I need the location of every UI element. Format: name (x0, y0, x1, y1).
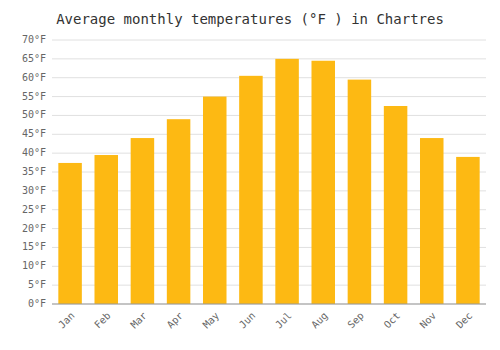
grid-line (52, 115, 486, 116)
y-tick-label: 60°F (22, 72, 46, 83)
bar (58, 163, 82, 304)
y-tick-label: 35°F (22, 166, 46, 177)
bar (203, 97, 227, 304)
x-tick-label: Dec (454, 310, 475, 331)
y-tick-label: 20°F (22, 223, 46, 234)
grid-line (52, 77, 486, 78)
bar (456, 157, 480, 304)
y-tick-label: 50°F (22, 109, 46, 120)
x-tick-label: Sep (345, 310, 366, 331)
bars (58, 59, 479, 304)
grid-line (52, 96, 486, 97)
grid-line (52, 134, 486, 135)
grid-line (52, 40, 486, 41)
y-tick-label: 70°F (22, 34, 46, 45)
x-tick-label: Feb (92, 310, 113, 331)
bar (311, 61, 335, 304)
x-tick-label: Jun (237, 310, 258, 331)
x-tick-label: May (201, 310, 222, 331)
bar (167, 119, 191, 304)
bar (348, 80, 372, 304)
bar (420, 138, 444, 304)
y-grid (52, 40, 486, 304)
y-tick-label: 30°F (22, 185, 46, 196)
x-tick-label: Aug (309, 310, 330, 331)
y-tick-label: 10°F (22, 260, 46, 271)
y-tick-label: 0°F (28, 298, 46, 309)
y-tick-label: 5°F (28, 279, 46, 290)
title: Average monthly temperatures (°F ) in Ch… (56, 11, 444, 27)
x-tick-label: Apr (165, 310, 186, 331)
x-tick-label: Mar (128, 310, 149, 331)
x-tick-label: Nov (418, 310, 439, 331)
y-tick-label: 45°F (22, 128, 46, 139)
bar (384, 106, 408, 304)
chart-container: Average monthly temperatures (°F ) in Ch… (0, 0, 500, 350)
x-tick-labels: Jan Feb Mar Apr May Jun Jul Aug Sep Oct Nov Dec (56, 310, 474, 331)
x-tick-label: Oct (382, 310, 403, 331)
x-axis-line (52, 304, 486, 305)
x-tick-label: Jan (56, 310, 77, 331)
grid-line (52, 304, 486, 305)
y-tick-label: 15°F (22, 241, 46, 252)
bar (275, 59, 299, 304)
chart-svg: Average monthly temperatures (°F ) in Ch… (0, 0, 500, 350)
x-tick-label: Jul (273, 310, 294, 331)
y-tick-label: 65°F (22, 53, 46, 64)
y-tick-labels: 0°F 5°F 10°F 15°F 20°F 25°F 30°F 35°F 40°F 45°F 50… (22, 34, 46, 309)
y-tick-label: 25°F (22, 204, 46, 215)
y-tick-label: 40°F (22, 147, 46, 158)
bar (239, 76, 263, 304)
bar (131, 138, 155, 304)
y-tick-label: 55°F (22, 91, 46, 102)
bar (94, 155, 118, 304)
grid-line (52, 58, 486, 59)
